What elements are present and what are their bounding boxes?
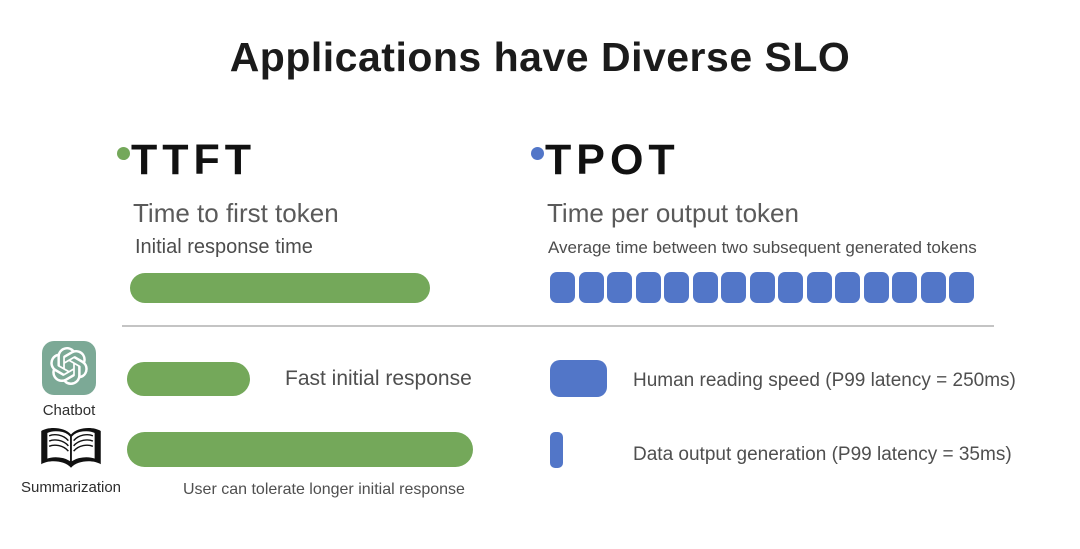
chatbot-app-tile: [42, 341, 96, 395]
tpot-token-blocks: [550, 272, 974, 303]
token-block: [664, 272, 689, 303]
chatbot-ttft-note: Fast initial response: [285, 367, 472, 390]
token-block: [835, 272, 860, 303]
token-block: [920, 272, 946, 303]
tpot-name: Time per output token: [547, 198, 799, 228]
tpot-acronym: TPOT: [545, 136, 680, 184]
chatbot-ttft-bar: [127, 362, 250, 396]
section-divider: [122, 325, 994, 327]
token-block: [892, 272, 917, 303]
token-block: [692, 272, 718, 303]
token-block: [635, 272, 661, 303]
ttft-description: Initial response time: [135, 236, 313, 258]
token-block: [578, 272, 604, 303]
summarization-ttft-note: User can tolerate longer initial respons…: [183, 481, 465, 498]
ttft-bullet-dot: [117, 147, 130, 160]
token-block: [806, 272, 832, 303]
tpot-bullet-dot: [531, 147, 544, 160]
chatbot-tpot-bar: [550, 360, 607, 397]
summarization-tpot-bar: [550, 432, 563, 468]
open-book-icon: [36, 422, 106, 475]
token-block: [949, 272, 974, 303]
chatbot-tpot-note: Human reading speed (P99 latency = 250ms…: [633, 370, 1016, 391]
page-title: Applications have Diverse SLO: [229, 34, 851, 80]
summarization-ttft-bar: [127, 432, 473, 467]
ttft-acronym: TTFT: [131, 136, 257, 184]
tpot-description: Average time between two subsequent gene…: [548, 238, 977, 257]
ttft-name: Time to first token: [133, 198, 339, 228]
token-block: [550, 272, 575, 303]
token-block: [749, 272, 775, 303]
token-block: [607, 272, 632, 303]
token-block: [721, 272, 746, 303]
chatbot-label: Chatbot: [42, 402, 96, 419]
summarization-tpot-note: Data output generation (P99 latency = 35…: [633, 444, 1012, 465]
chatgpt-logo-icon: [50, 346, 88, 390]
summarization-label: Summarization: [20, 479, 122, 496]
token-block: [863, 272, 889, 303]
ttft-continuous-bar: [130, 273, 430, 303]
token-block: [778, 272, 803, 303]
